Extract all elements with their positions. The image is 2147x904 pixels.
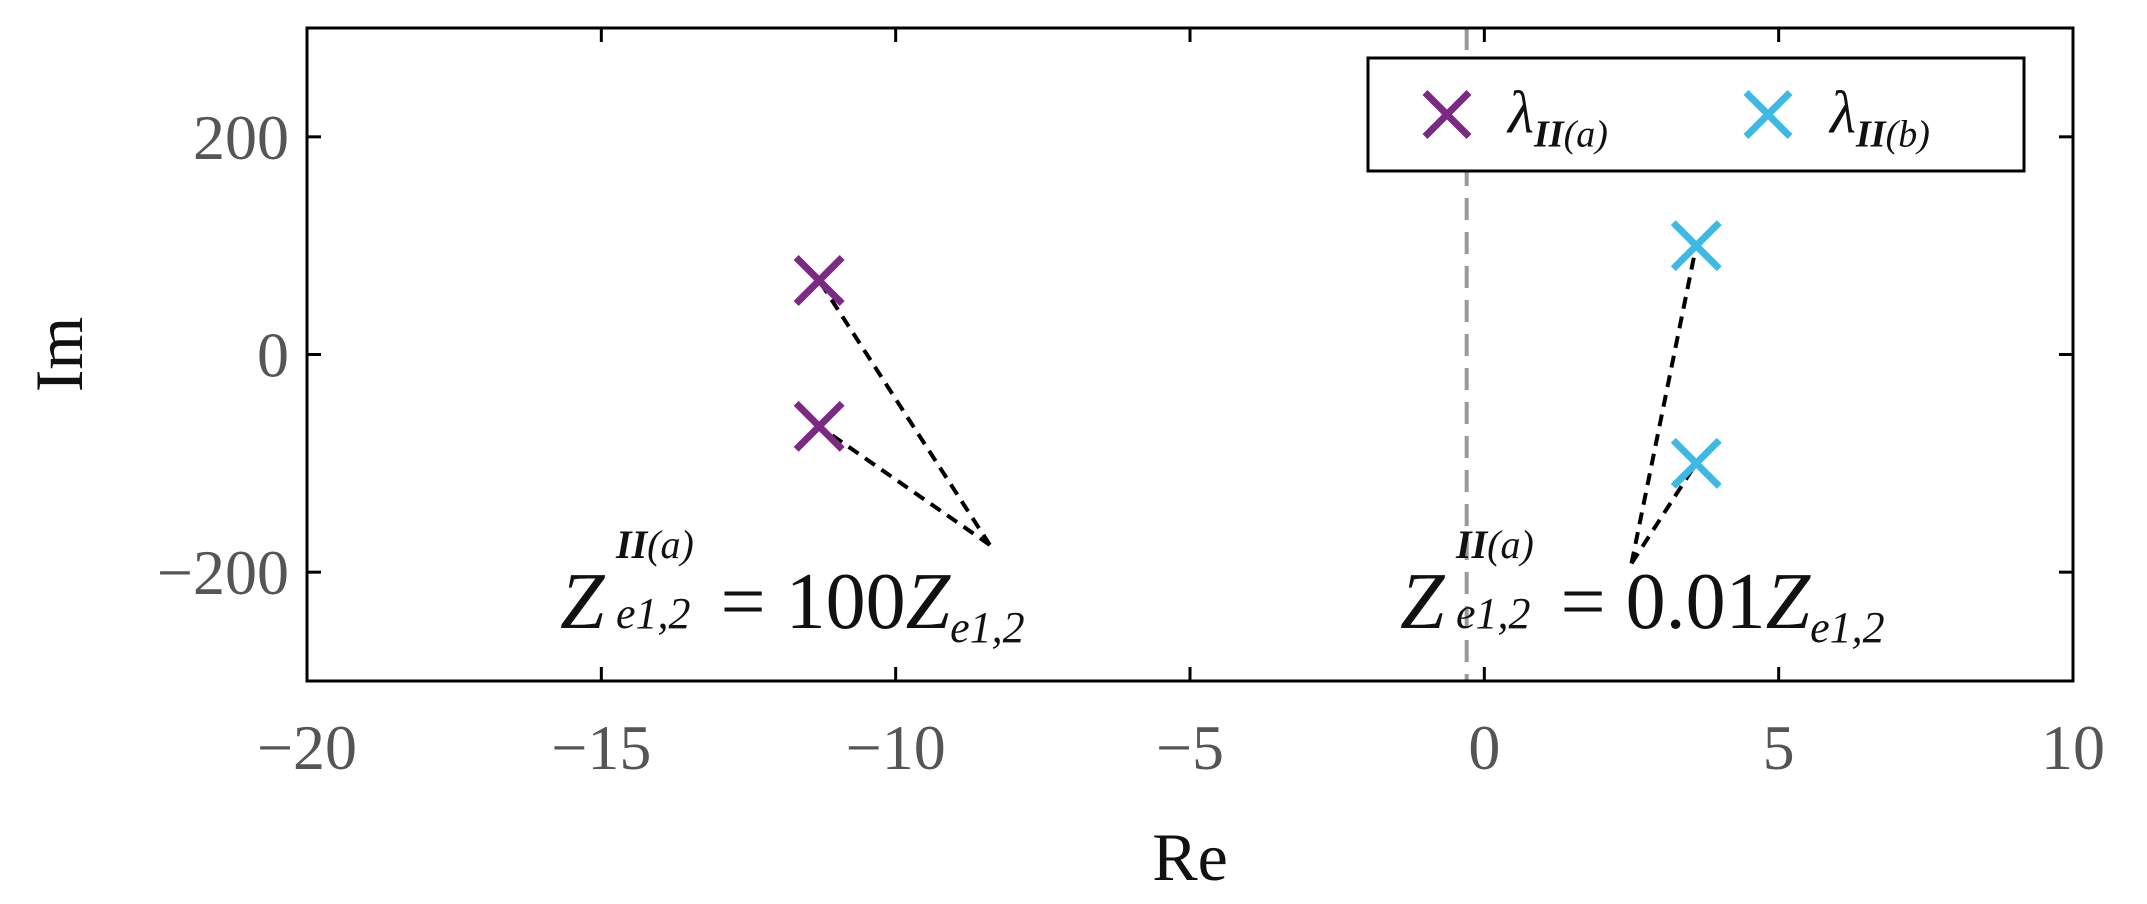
x-tick-label: −15 [551,712,651,783]
point-a-1 [793,255,845,306]
annotation-line-right-1 [1629,245,1699,564]
legend-box [1366,56,2026,173]
x-tick-label: 5 [1763,712,1795,783]
point-a-2 [793,400,845,452]
annotation-line-left-1 [817,279,992,547]
y-tick-label: −200 [157,537,289,608]
x-tick-label: −10 [846,712,946,783]
legend-label-a: λII(a) [1506,80,1608,156]
point-b-2 [1670,437,1722,489]
y-tick-label: 200 [193,102,289,173]
y-axis-title: Im [21,317,97,393]
annotation-left: ZII(a) e1,2 = 100Ze1,2 [560,522,1025,652]
annotations: ZII(a) e1,2 = 100Ze1,2 ZII(a) e1,2 = 0.01Ze… [560,522,1885,652]
axes: −20 −15 −10 −5 0 5 10 −200 0 200 Re Im [21,26,2105,895]
legend: λII(a) λII(b) [1366,56,2026,173]
annotation-right: ZII(a) e1,2 = 0.01Ze1,2 [1400,522,1885,652]
plot-area [793,28,1722,681]
legend-label-b: λII(b) [1828,80,1930,156]
x-tick-label: 10 [2041,712,2105,783]
point-b-1 [1670,220,1722,272]
legend-marker-a [1422,90,1472,139]
legend-marker-b [1743,90,1793,139]
x-axis-title: Re [1152,819,1228,895]
y-tick-label: 0 [257,320,289,391]
x-tick-label: 0 [1468,712,1500,783]
annotation-line-left-2 [817,424,991,547]
x-tick-label: −5 [1156,712,1224,783]
x-tick-label: −20 [257,712,357,783]
